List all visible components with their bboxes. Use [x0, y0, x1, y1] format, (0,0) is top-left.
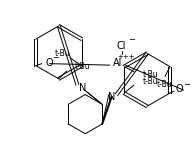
Text: O: O [46, 58, 53, 68]
Text: Cl: Cl [117, 40, 126, 50]
Text: Al: Al [113, 58, 122, 68]
Text: t-Bu: t-Bu [143, 77, 158, 86]
Text: N: N [79, 83, 86, 93]
Text: t-Bu: t-Bu [74, 62, 90, 71]
Text: −: − [53, 53, 60, 62]
Text: t-Bu: t-Bu [55, 49, 71, 58]
Text: N: N [108, 92, 115, 102]
Text: O: O [176, 84, 184, 94]
Text: −: − [183, 80, 190, 89]
Text: +++: +++ [118, 54, 135, 60]
Text: t-Bu: t-Bu [157, 80, 173, 89]
Text: t-Bu: t-Bu [143, 70, 158, 79]
Text: −: − [128, 35, 135, 44]
